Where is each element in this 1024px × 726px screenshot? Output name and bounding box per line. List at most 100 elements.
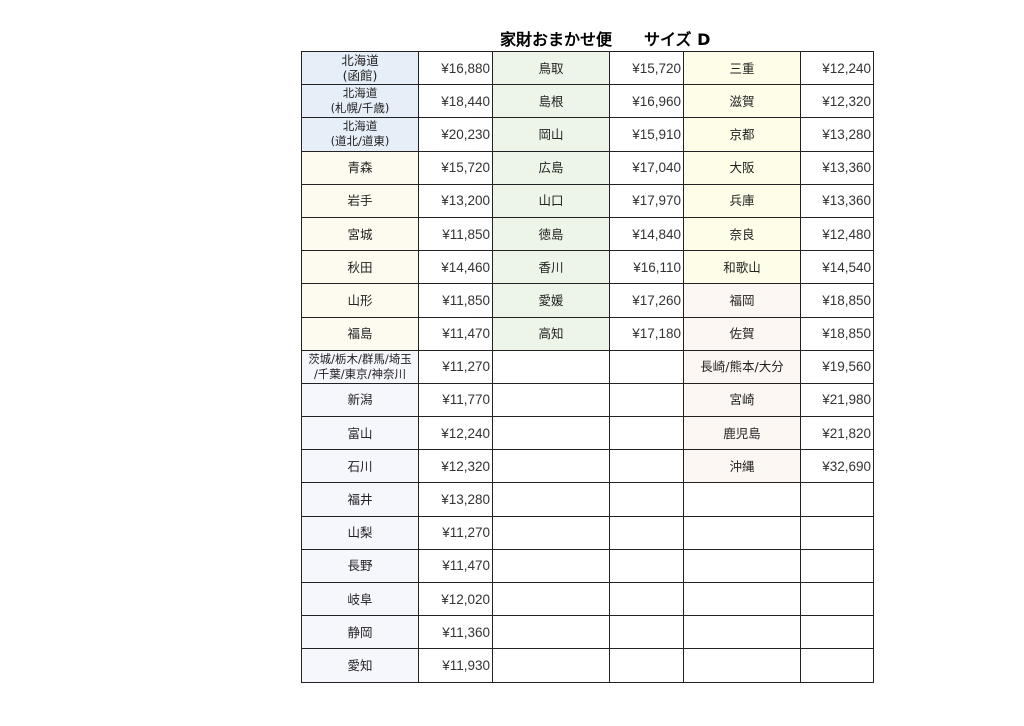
price-cell: ¥12,480: [800, 216, 874, 252]
prefecture-cell: 愛知: [301, 648, 419, 683]
price-cell: [609, 615, 684, 650]
prefecture-cell: [683, 615, 801, 650]
table-row: 青森 ¥15,720 広島 ¥17,040 大阪 ¥13,360: [301, 150, 874, 185]
price-cell: ¥13,200: [418, 183, 493, 218]
price-cell: ¥18,850: [800, 316, 874, 351]
prefecture-cell: 富山: [301, 416, 419, 451]
prefecture-cell: [492, 648, 610, 683]
prefecture-cell: [492, 482, 610, 517]
prefecture-cell: 山形: [301, 283, 419, 318]
prefecture-cell: [492, 449, 610, 484]
price-cell: ¥13,360: [800, 183, 874, 218]
prefecture-cell: 北海道 (函館): [301, 50, 419, 86]
price-cell: ¥16,880: [418, 50, 493, 86]
prefecture-cell: 広島: [492, 150, 610, 185]
prefecture-cell: 香川: [492, 250, 610, 285]
table-row: 茨城/栃木/群馬/埼玉 /千葉/東京/神奈川 ¥11,270 長崎/熊本/大分 ¥19…: [301, 349, 874, 384]
table-row: 静岡 ¥11,360: [301, 615, 874, 650]
prefecture-cell: 三重: [683, 50, 801, 86]
prefecture-cell: 鳥取: [492, 50, 610, 86]
price-cell: [800, 515, 874, 550]
prefecture-cell: 秋田: [301, 250, 419, 285]
price-cell: ¥32,690: [800, 449, 874, 484]
price-cell: ¥12,320: [418, 449, 493, 484]
prefecture-cell: 和歌山: [683, 250, 801, 285]
price-cell: [800, 548, 874, 584]
prefecture-cell: 岡山: [492, 117, 610, 152]
price-cell: ¥11,930: [418, 648, 493, 683]
price-cell: [609, 449, 684, 484]
prefecture-cell: 滋賀: [683, 84, 801, 119]
price-cell: ¥13,360: [800, 150, 874, 185]
price-cell: [800, 581, 874, 617]
price-cell: ¥17,180: [609, 316, 684, 351]
price-cell: ¥18,850: [800, 283, 874, 318]
price-cell: ¥11,850: [418, 283, 493, 318]
price-cell: ¥11,270: [418, 349, 493, 384]
price-cell: ¥11,770: [418, 382, 493, 418]
prefecture-cell: 北海道 (札幌/千歳): [301, 84, 419, 119]
price-cell: ¥12,240: [800, 50, 874, 86]
table-row: 北海道 (札幌/千歳) ¥18,440 島根 ¥16,960 滋賀 ¥12,320: [301, 84, 874, 119]
prefecture-cell: 長野: [301, 548, 419, 584]
price-cell: [609, 548, 684, 584]
prefecture-cell: [683, 482, 801, 517]
prefecture-cell: 高知: [492, 316, 610, 351]
rate-table: 北海道 (函館) ¥16,880 鳥取 ¥15,720 三重 ¥12,240 北海道 (札幌…: [301, 50, 874, 683]
prefecture-cell: 福島: [301, 316, 419, 351]
prefecture-cell: [683, 581, 801, 617]
table-row: 北海道 (函館) ¥16,880 鳥取 ¥15,720 三重 ¥12,240: [301, 50, 874, 86]
price-cell: ¥18,440: [418, 84, 493, 119]
price-cell: ¥15,910: [609, 117, 684, 152]
table-row: 新潟 ¥11,770 宮崎 ¥21,980: [301, 382, 874, 418]
price-cell: [609, 648, 684, 683]
prefecture-cell: [492, 515, 610, 550]
prefecture-cell: 長崎/熊本/大分: [683, 349, 801, 384]
prefecture-cell: 沖縄: [683, 449, 801, 484]
price-cell: [609, 382, 684, 418]
prefecture-cell: 山口: [492, 183, 610, 218]
price-cell: ¥21,820: [800, 416, 874, 451]
price-cell: ¥19,560: [800, 349, 874, 384]
prefecture-cell: 島根: [492, 84, 610, 119]
price-cell: ¥17,970: [609, 183, 684, 218]
prefecture-cell: 大阪: [683, 150, 801, 185]
table-row: 富山 ¥12,240 鹿児島 ¥21,820: [301, 416, 874, 451]
prefecture-cell: 佐賀: [683, 316, 801, 351]
prefecture-cell: [492, 548, 610, 584]
price-cell: ¥11,360: [418, 615, 493, 650]
price-cell: ¥12,320: [800, 84, 874, 119]
price-cell: ¥13,280: [418, 482, 493, 517]
table-row: 石川 ¥12,320 沖縄 ¥32,690: [301, 449, 874, 484]
price-cell: [800, 648, 874, 683]
price-cell: [800, 615, 874, 650]
prefecture-cell: 石川: [301, 449, 419, 484]
price-cell: ¥12,240: [418, 416, 493, 451]
prefecture-cell: 青森: [301, 150, 419, 185]
price-cell: ¥14,540: [800, 250, 874, 285]
table-row: 岩手 ¥13,200 山口 ¥17,970 兵庫 ¥13,360: [301, 183, 874, 218]
table-row: 福島 ¥11,470 高知 ¥17,180 佐賀 ¥18,850: [301, 316, 874, 351]
prefecture-cell: 京都: [683, 117, 801, 152]
price-cell: ¥14,840: [609, 216, 684, 252]
price-cell: ¥15,720: [609, 50, 684, 86]
prefecture-cell: [492, 349, 610, 384]
table-row: 長野 ¥11,470: [301, 548, 874, 584]
table-row: 愛知 ¥11,930: [301, 648, 874, 683]
prefecture-cell: 岐阜: [301, 581, 419, 617]
table-row: 宮城 ¥11,850 徳島 ¥14,840 奈良 ¥12,480: [301, 216, 874, 252]
prefecture-cell: [492, 416, 610, 451]
prefecture-cell: 福岡: [683, 283, 801, 318]
prefecture-cell: 新潟: [301, 382, 419, 418]
price-cell: [609, 515, 684, 550]
table-row: 山梨 ¥11,270: [301, 515, 874, 550]
prefecture-cell: 茨城/栃木/群馬/埼玉 /千葉/東京/神奈川: [301, 349, 419, 384]
price-cell: ¥11,850: [418, 216, 493, 252]
prefecture-cell: 福井: [301, 482, 419, 517]
prefecture-cell: 愛媛: [492, 283, 610, 318]
prefecture-cell: 静岡: [301, 615, 419, 650]
price-cell: ¥17,260: [609, 283, 684, 318]
table-row: 福井 ¥13,280: [301, 482, 874, 517]
prefecture-cell: 山梨: [301, 515, 419, 550]
prefecture-cell: 宮城: [301, 216, 419, 252]
